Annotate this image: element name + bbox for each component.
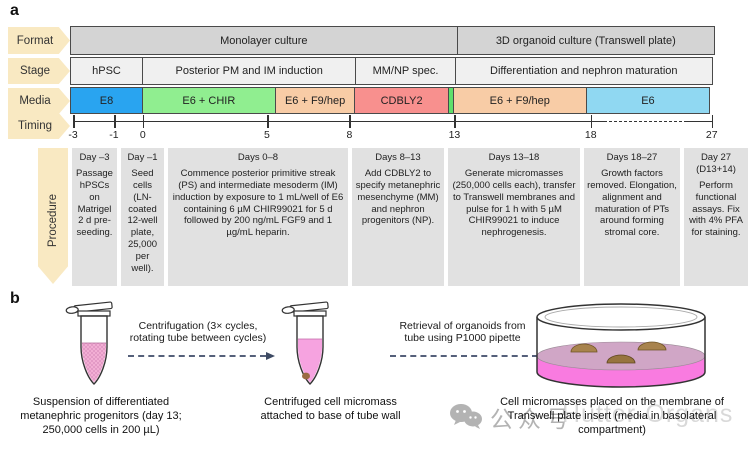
tick-mark <box>113 115 116 128</box>
step-title: Day –3 <box>79 152 110 163</box>
row-label-format: Format <box>8 27 70 54</box>
stage-cell-differentiation: Differentiation and nephron maturation <box>454 57 713 85</box>
step-body: Commence posterior primitive streak (PS)… <box>172 167 344 239</box>
retrieval-arrow-label: Retrieval of organoids from tube using P… <box>399 320 526 344</box>
step-title: Days 18–27 <box>606 152 658 163</box>
format-cell-monolayer: Monolayer culture <box>70 26 458 55</box>
centrifugation-arrow-label: Centrifugation (3× cycles, rotating tube… <box>129 320 267 344</box>
tick-label: 27 <box>705 129 718 141</box>
caption-centrifuged: Centrifuged cell micromass attached to b… <box>260 396 401 422</box>
media-cell-e6-chir: E6 + CHIR <box>141 87 276 114</box>
step-body: Seed cells (LN-coated 12-well plate, 25,… <box>127 167 158 274</box>
watermark-faint-text: Hutter-Organs <box>562 400 734 428</box>
micromass-dot <box>302 372 310 380</box>
caption-transwell: Cell micromasses placed on the membrane … <box>500 396 724 436</box>
tick-mark <box>142 115 145 128</box>
procedure-step-day-1: Day –1 Seed cells (LN-coated 12-well pla… <box>121 148 164 286</box>
procedure-step-days-13-18: Days 13–18 Generate micromasses (250,000… <box>448 148 580 286</box>
media-cell-e8: E8 <box>70 87 143 114</box>
media-cell-cdbly2: CDBLY2 <box>354 87 449 114</box>
tick-mark <box>266 115 269 128</box>
axis-dashed-segment <box>604 121 688 122</box>
micromass-front <box>606 354 636 364</box>
tick-label: 5 <box>263 129 270 141</box>
tick-label: -3 <box>68 129 78 141</box>
media-bar: E8 E6 + CHIR E6 + F9/hep CDBLY2 E6 + F9/… <box>70 87 716 114</box>
tick-label: 13 <box>448 129 461 141</box>
media-cell-e6-f9hep-2: E6 + F9/hep <box>452 87 587 114</box>
step-title: Day 27 (D13+14) <box>696 152 736 175</box>
axis-solid-segment <box>73 121 605 122</box>
caption-suspension: Suspension of differentiated metanephric… <box>20 396 182 436</box>
axis-solid-segment-end <box>687 121 713 122</box>
format-bar: Monolayer culture 3D organoid culture (T… <box>70 26 716 55</box>
step-title: Days 13–18 <box>488 152 540 163</box>
procedure-step-days-18-27: Days 18–27 Growth factors removed. Elong… <box>584 148 680 286</box>
step-body: Passage hPSCs on Matrigel 2 d pre-seedin… <box>76 167 113 239</box>
tick-mark <box>454 115 457 128</box>
step-body: Add CDBLY2 to specify metanephric mesenc… <box>355 167 441 227</box>
procedure-step-days-8-13: Days 8–13 Add CDBLY2 to specify metaneph… <box>352 148 444 286</box>
tick-mark <box>73 115 75 128</box>
micromass-back-right <box>637 341 667 351</box>
procedure-row: Day –3 Passage hPSCs on Matrigel 2 d pre… <box>72 148 750 286</box>
retrieval-arrow <box>390 351 547 360</box>
media-cell-e6: E6 <box>585 87 710 114</box>
stage-bar: hPSC Posterior PM and IM induction MM/NP… <box>70 57 716 85</box>
panel-a-label: a <box>10 2 19 19</box>
stage-cell-pm-im: Posterior PM and IM induction <box>141 57 357 85</box>
row-label-timing: Timing <box>8 113 70 139</box>
procedure-step-days-0-8: Days 0–8 Commence posterior primitive st… <box>168 148 348 286</box>
wechat-icon <box>450 404 482 429</box>
tube-micromass-icon <box>281 301 329 385</box>
stage-cell-hpsc: hPSC <box>70 57 143 85</box>
tube-suspension-icon <box>65 301 113 385</box>
tick-mark <box>590 115 593 128</box>
step-title: Day –1 <box>127 152 158 163</box>
stage-cell-mmnp: MM/NP spec. <box>355 57 456 85</box>
tick-mark <box>711 115 714 128</box>
procedure-step-day-3: Day –3 Passage hPSCs on Matrigel 2 d pre… <box>72 148 117 286</box>
step-title: Days 8–13 <box>375 152 421 163</box>
tick-label: 8 <box>346 129 353 141</box>
watermark-text: 公众号 <box>490 406 574 432</box>
procedure-label-text: Procedure <box>47 194 59 248</box>
row-label-stage: Stage <box>8 58 70 84</box>
media-cell-e6-f9hep-1: E6 + F9/hep <box>274 87 356 114</box>
step-body: Generate micromasses (250,000 cells each… <box>452 167 576 239</box>
panel-b-label: b <box>10 290 20 307</box>
step-body: Perform functional assays. Fix with 4% P… <box>689 179 743 239</box>
tick-mark <box>349 115 352 128</box>
tick-label: 18 <box>584 129 597 141</box>
step-title: Days 0–8 <box>237 152 279 163</box>
step-body: Growth factors removed. Elongation, alig… <box>587 167 677 239</box>
format-cell-3d-organoid: 3D organoid culture (Transwell plate) <box>456 26 715 55</box>
centrifugation-arrow <box>128 351 275 360</box>
row-label-media: Media <box>8 88 70 114</box>
tick-label: 0 <box>139 129 146 141</box>
timing-axis: -3 -1 0 5 8 13 18 27 <box>68 115 718 141</box>
row-label-procedure: Procedure <box>38 148 68 284</box>
wechat-watermark: 公众号 <box>448 400 574 434</box>
tick-label: -1 <box>109 129 119 141</box>
micromass-back-left <box>570 343 598 353</box>
procedure-step-day-27: Day 27 (D13+14) Perform functional assay… <box>684 148 748 286</box>
transwell-dish-icon <box>536 303 706 388</box>
